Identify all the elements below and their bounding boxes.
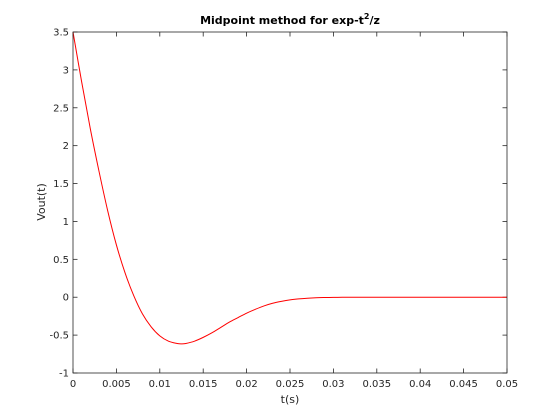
y-tick-label: 1 xyxy=(63,217,69,228)
x-axis-label: t(s) xyxy=(281,393,300,406)
y-tick-label: 1.5 xyxy=(53,179,69,190)
x-tick-label: 0.01 xyxy=(149,379,171,390)
y-tick-label: 0 xyxy=(63,293,69,304)
series-line xyxy=(72,31,507,345)
x-tick-label: 0.015 xyxy=(189,379,218,390)
series-layer xyxy=(72,31,507,345)
x-tick-label: 0.04 xyxy=(409,379,431,390)
title-tail: /z xyxy=(370,14,380,27)
y-tick-label: -1 xyxy=(59,369,69,380)
x-tick-label: 0.035 xyxy=(362,379,391,390)
x-tick-label: 0.005 xyxy=(102,379,131,390)
x-tick-label: 0 xyxy=(70,379,76,390)
y-tick-label: 0.5 xyxy=(53,255,69,266)
y-tick-label: 3.5 xyxy=(53,28,69,39)
x-tick-label: 0.025 xyxy=(276,379,305,390)
y-axis-label: Vout(t) xyxy=(35,183,48,221)
tick-labels-layer: 0 0.005 0.01 0.015 0.02 0.025 0.03 0.035 0.04 0.0… xyxy=(49,28,518,391)
x-tick-label: 0.03 xyxy=(322,379,344,390)
title-superscript: 2 xyxy=(364,12,370,21)
x-tick-label: 0.045 xyxy=(449,379,478,390)
chart-title: Midpoint method for exp-t2/z xyxy=(200,12,380,27)
y-tick-label: -0.5 xyxy=(49,331,69,342)
x-tick-label: 0.02 xyxy=(235,379,257,390)
y-tick-label: 2.5 xyxy=(53,103,69,114)
y-tick-label: 3 xyxy=(63,65,69,76)
y-tick-label: 2 xyxy=(63,141,69,152)
x-tick-label: 0.05 xyxy=(496,379,518,390)
plot-background xyxy=(73,32,507,373)
title-main: Midpoint method for exp-t xyxy=(200,14,364,27)
plot-frame xyxy=(72,31,508,374)
